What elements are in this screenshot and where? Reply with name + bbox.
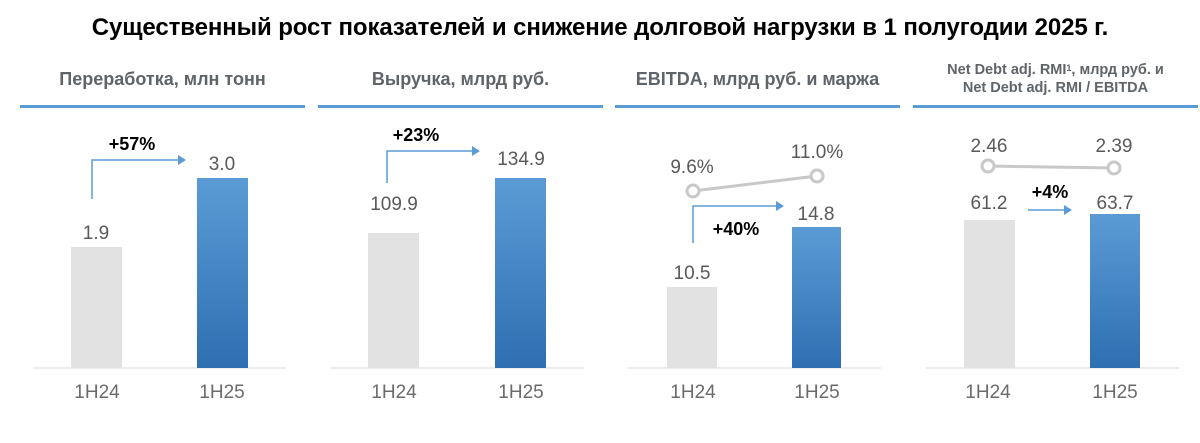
panel-title: EBITDA, млрд руб. и маржа — [635, 69, 880, 89]
growth-label: +23% — [393, 125, 440, 145]
title-line1: Net Debt adj. RMI — [947, 62, 1067, 78]
page-title: Существенный рост показателей и снижение… — [91, 14, 1109, 41]
panel-title: Выручка, млрд руб. — [371, 69, 550, 89]
value-label: 63.7 — [1097, 193, 1134, 214]
category-label: 1H24 — [371, 382, 417, 403]
category-label: 1H25 — [1092, 382, 1137, 403]
bar-1h24 — [964, 220, 1015, 368]
bar-1h25 — [1090, 214, 1140, 368]
margin-point — [685, 183, 701, 199]
title-line2: Net Debt adj. RMI / EBITDA — [962, 80, 1149, 96]
value-label: 109.9 — [370, 194, 418, 215]
arrow-head-icon — [472, 146, 480, 156]
title-line1-rest: , млрд руб. и — [1071, 62, 1164, 78]
bar-1h25 — [197, 178, 248, 368]
revenue-chart: 109.9 134.9 +23% 1H24 1H25 — [331, 125, 584, 403]
value-label: 10.5 — [674, 263, 711, 284]
net-debt-chart: 61.2 63.7 2.46 2.39 +4% 1H24 1H25 — [926, 136, 1179, 403]
ratio-line — [987, 164, 1115, 170]
ratio-point — [980, 158, 996, 174]
bar-1h25 — [495, 178, 546, 368]
ratio-label: 2.39 — [1096, 136, 1133, 157]
margin-point — [809, 168, 825, 184]
ratio-label: 2.46 — [971, 136, 1008, 157]
ratio-point — [1106, 160, 1122, 176]
title-underline — [615, 105, 900, 108]
title-underline — [913, 105, 1198, 108]
title-underline — [20, 105, 305, 108]
title-underline — [318, 105, 603, 108]
growth-arrow — [692, 205, 778, 243]
growth-arrow — [386, 150, 474, 183]
panel-title: Net Debt adj. RMI1, млрд руб. и Net Debt… — [913, 55, 1198, 103]
arrow-head-icon — [178, 155, 186, 165]
margin-line — [692, 174, 818, 193]
category-label: 1H25 — [794, 382, 839, 403]
panel-title: Переработка, млн тонн — [59, 69, 266, 89]
footnote-marker: 1 — [1066, 63, 1072, 73]
panel-ebitda: EBITDA, млрд руб. и маржа 10.5 14.8 9.6%… — [615, 55, 900, 443]
growth-label: +40% — [713, 219, 760, 239]
value-label: 1.9 — [83, 223, 109, 244]
value-label: 61.2 — [971, 193, 1008, 214]
category-label: 1H25 — [199, 382, 244, 403]
bar-1h25 — [792, 227, 841, 368]
bar-1h24 — [368, 233, 419, 368]
margin-label: 9.6% — [670, 157, 713, 178]
category-label: 1H25 — [498, 382, 543, 403]
category-label: 1H24 — [74, 382, 120, 403]
panel-revenue: Выручка, млрд руб. 109.9 134.9 +23% 1H24… — [318, 55, 603, 443]
margin-label: 11.0% — [791, 142, 844, 163]
bar-1h24 — [71, 247, 122, 368]
value-label: 14.8 — [798, 204, 835, 225]
value-label: 3.0 — [209, 154, 235, 175]
growth-label: +57% — [109, 134, 156, 154]
growth-label: +4% — [1032, 182, 1069, 202]
processing-chart: 1.9 3.0 +57% 1H24 1H25 — [33, 134, 286, 403]
panel-processing: Переработка, млн тонн 1.9 3.0 +57% 1H24 … — [20, 55, 305, 443]
bar-1h24 — [667, 287, 717, 368]
category-label: 1H24 — [965, 382, 1011, 403]
category-label: 1H24 — [670, 382, 716, 403]
panel-net-debt: Net Debt adj. RMI1, млрд руб. и Net Debt… — [913, 55, 1198, 443]
arrow-head-icon — [1064, 205, 1072, 215]
value-label: 134.9 — [497, 149, 545, 170]
ebitda-chart: 10.5 14.8 9.6% 11.0% +40% 1H24 1H25 — [628, 142, 881, 403]
arrow-head-icon — [776, 201, 784, 211]
growth-arrow — [91, 159, 180, 199]
